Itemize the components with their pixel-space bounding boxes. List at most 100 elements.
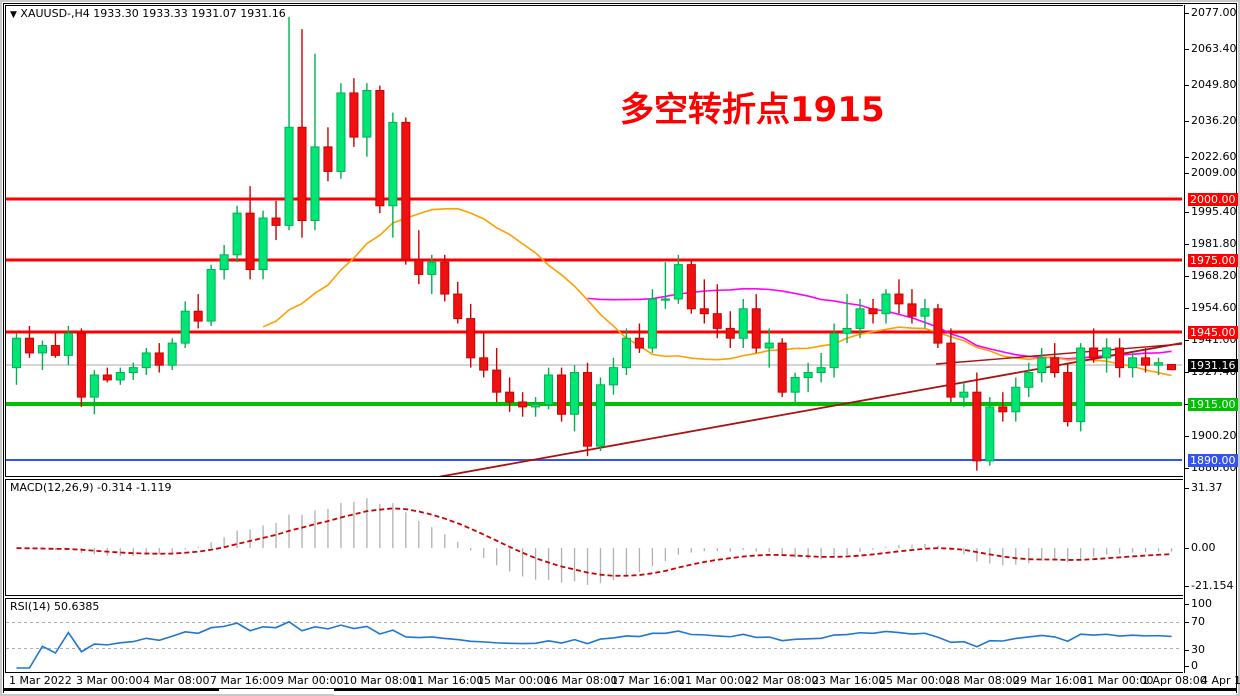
candle-body[interactable] <box>712 313 722 329</box>
candle-body[interactable] <box>998 406 1008 413</box>
candle-body[interactable] <box>1050 357 1060 374</box>
candle-body[interactable] <box>816 367 826 374</box>
candle-body[interactable] <box>453 293 463 320</box>
candle-body[interactable] <box>401 121 411 261</box>
candle-body[interactable] <box>738 308 748 339</box>
candle-body[interactable] <box>1102 347 1112 359</box>
secondary-trendline[interactable] <box>935 343 1182 365</box>
candle-body[interactable] <box>128 367 138 374</box>
candle-body[interactable] <box>1024 372 1034 388</box>
candle-body[interactable] <box>647 298 657 349</box>
candle-body[interactable] <box>777 342 787 393</box>
candle-body[interactable] <box>154 352 164 366</box>
candle-body[interactable] <box>89 374 99 398</box>
candle-body[interactable] <box>297 126 307 221</box>
scrollbar-track-left[interactable] <box>4 689 219 695</box>
candle-body[interactable] <box>1141 357 1151 366</box>
candle-body[interactable] <box>219 254 229 271</box>
candle-body[interactable] <box>258 217 268 271</box>
candle-body[interactable] <box>466 318 476 359</box>
candle-body[interactable] <box>375 89 385 207</box>
candle-body[interactable] <box>570 372 580 415</box>
candle-body[interactable] <box>959 391 969 398</box>
candle-body[interactable] <box>76 332 86 398</box>
scrollbar-thumb[interactable] <box>334 689 1236 695</box>
candle-body[interactable] <box>1037 357 1047 374</box>
candle-body[interactable] <box>193 310 203 322</box>
candle-body[interactable] <box>790 376 800 393</box>
candle-body[interactable] <box>608 367 618 386</box>
candle-body[interactable] <box>362 89 372 138</box>
candle-body[interactable] <box>284 126 294 226</box>
candle-body[interactable] <box>167 342 177 366</box>
candle-body[interactable] <box>803 372 813 378</box>
candle-body[interactable] <box>1011 386 1021 413</box>
horizontal-scrollbar[interactable] <box>4 688 1236 695</box>
candle-body[interactable] <box>933 308 943 344</box>
candle-body[interactable] <box>323 146 333 172</box>
candle-body[interactable] <box>479 357 489 371</box>
candle-body[interactable] <box>414 259 424 275</box>
candle-body[interactable] <box>725 327 735 339</box>
candle-body[interactable] <box>557 374 567 415</box>
candle-body[interactable] <box>505 391 515 403</box>
rsi-pane[interactable]: RSI(14) 50.6385 <box>5 598 1183 673</box>
candle-body[interactable] <box>336 92 346 172</box>
candle-body[interactable] <box>764 342 774 349</box>
candle-body[interactable] <box>634 337 644 349</box>
candle-body[interactable] <box>1115 347 1125 369</box>
candle-body[interactable] <box>907 303 917 317</box>
candle-body[interactable] <box>972 391 982 462</box>
candle-body[interactable] <box>141 352 151 369</box>
candle-body[interactable] <box>310 146 320 221</box>
candle-body[interactable] <box>660 298 670 301</box>
collapse-icon[interactable]: ▼ <box>10 10 17 20</box>
price-level-tag[interactable]: 1890.00 <box>1188 454 1238 467</box>
candle-body[interactable] <box>115 372 125 381</box>
price-pane[interactable]: ▼ XAUUSD-,H4 1933.30 1933.33 1931.07 193… <box>5 5 1183 477</box>
candle-body[interactable] <box>868 308 878 315</box>
price-scale[interactable]: 2077.00 2063.40 2049.80 2036.20 2022.60 2009.… <box>1184 5 1238 673</box>
candle-body[interactable] <box>985 406 995 462</box>
candle-body[interactable] <box>1076 347 1086 423</box>
candle-body[interactable] <box>349 92 359 138</box>
candle-body[interactable] <box>829 332 839 369</box>
candle-body[interactable] <box>595 384 606 447</box>
candle-body[interactable] <box>531 403 541 408</box>
candle-body[interactable] <box>245 212 255 271</box>
candle-body[interactable] <box>1166 363 1177 371</box>
candle-body[interactable] <box>427 261 437 275</box>
candle-body[interactable] <box>388 121 398 207</box>
candle-body[interactable] <box>50 345 60 356</box>
candle-body[interactable] <box>881 293 891 315</box>
candle-body[interactable] <box>492 369 502 393</box>
candle-body[interactable] <box>842 327 852 334</box>
candle-body[interactable] <box>686 264 696 310</box>
candle-body[interactable] <box>63 332 73 356</box>
price-level-tag[interactable]: 2000.00 <box>1188 193 1238 206</box>
macd-pane[interactable]: MACD(12,26,9) -0.314 -1.119 <box>5 479 1183 596</box>
candle-body[interactable] <box>11 337 22 369</box>
candle-body[interactable] <box>582 372 593 447</box>
candle-body[interactable] <box>232 212 242 256</box>
candle-body[interactable] <box>894 293 904 305</box>
candle-body[interactable] <box>102 374 112 381</box>
candle-body[interactable] <box>621 337 631 369</box>
candle-body[interactable] <box>24 337 34 354</box>
candle-body[interactable] <box>1063 372 1073 423</box>
candle-body[interactable] <box>751 308 761 349</box>
candle-body[interactable] <box>206 269 216 322</box>
price-level-tag[interactable]: 1945.00 <box>1188 326 1238 339</box>
price-level-tag[interactable]: 1931.16 <box>1188 359 1238 372</box>
candle-body[interactable] <box>544 374 554 405</box>
candle-body[interactable] <box>1089 347 1099 359</box>
candle-body[interactable] <box>37 345 47 354</box>
candle-body[interactable] <box>1128 357 1138 369</box>
candle-body[interactable] <box>855 308 865 329</box>
candle-body[interactable] <box>673 264 683 300</box>
candle-body[interactable] <box>271 217 281 226</box>
candle-body[interactable] <box>1154 362 1164 366</box>
candle-body[interactable] <box>518 401 528 408</box>
candle-body[interactable] <box>699 308 709 315</box>
candle-body[interactable] <box>920 308 930 317</box>
